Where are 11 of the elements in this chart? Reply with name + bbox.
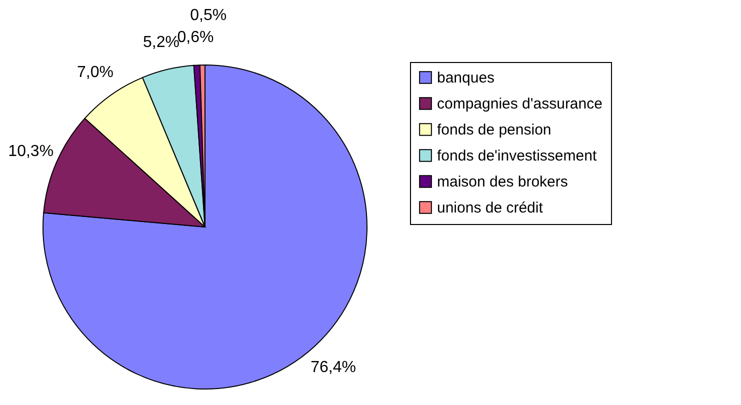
data-label: 7,0%	[77, 64, 114, 81]
legend-label: fonds de'investissement	[437, 148, 598, 164]
data-label: 10,3%	[8, 142, 54, 160]
legend-label: fonds de pension	[437, 122, 552, 138]
legend-label: compagnies d'assurance	[437, 96, 602, 112]
data-label: 0,5%	[190, 7, 227, 24]
data-label: 76,4%	[310, 359, 356, 376]
data-label: 5,2%	[142, 34, 180, 52]
legend-label: unions de crédit	[437, 200, 544, 216]
legend-label: maison des brokers	[437, 174, 568, 190]
legend-label: banques	[437, 70, 495, 86]
